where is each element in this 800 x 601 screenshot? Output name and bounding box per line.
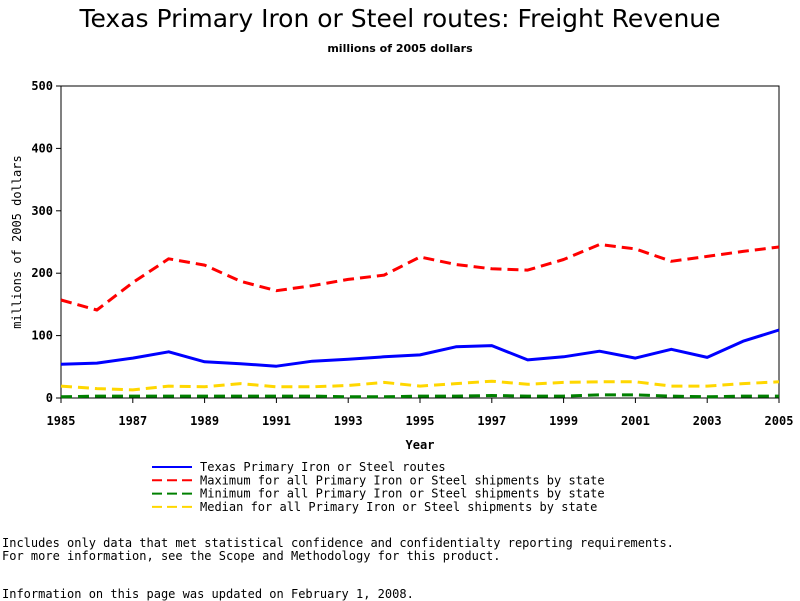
y-tick-label: 500 — [31, 79, 53, 93]
series-line-1 — [60, 243, 780, 312]
updated-note: Information on this page was updated on … — [2, 587, 414, 601]
chart-title: Texas Primary Iron or Steel routes: Frei… — [79, 4, 721, 33]
x-tick-label: 1985 — [47, 414, 76, 428]
legend-label-1: Maximum for all Primary Iron or Steel sh… — [200, 473, 605, 487]
series-line-3 — [60, 379, 780, 392]
x-tick-label: 1993 — [334, 414, 363, 428]
x-tick-label: 1999 — [549, 414, 578, 428]
x-tick-label: 1987 — [118, 414, 147, 428]
x-tick-label: 2005 — [765, 414, 794, 428]
x-tick-label: 1989 — [190, 414, 219, 428]
x-axis-label: Year — [406, 438, 435, 452]
y-tick-label: 200 — [31, 266, 53, 280]
y-tick-label: 0 — [46, 391, 53, 405]
chart-subtitle: millions of 2005 dollars — [327, 42, 473, 55]
y-tick-label: 100 — [31, 329, 53, 343]
y-tick-label: 400 — [31, 141, 53, 155]
y-axis-label: millions of 2005 dollars — [10, 155, 24, 328]
x-tick-label: 2001 — [621, 414, 650, 428]
y-tick-label: 300 — [31, 204, 53, 218]
x-tick-label: 1997 — [477, 414, 506, 428]
x-tick-label: 1995 — [406, 414, 435, 428]
x-tick-label: 2003 — [693, 414, 722, 428]
note-line-2: For more information, see the Scope and … — [2, 549, 501, 563]
legend-label-0: Texas Primary Iron or Steel routes — [200, 460, 446, 474]
series-line-2 — [60, 393, 779, 399]
legend-label-2: Minimum for all Primary Iron or Steel sh… — [200, 487, 605, 501]
legend: Texas Primary Iron or Steel routesMaximu… — [152, 460, 605, 514]
series-line-0 — [60, 328, 780, 368]
legend-label-3: Median for all Primary Iron or Steel shi… — [200, 500, 597, 514]
x-tick-label: 1991 — [262, 414, 291, 428]
note-line-1: Includes only data that met statistical … — [2, 536, 674, 550]
plot-area: 0 100 200 300 400 500 1985 1987 1989 1991 1993 1995… — [31, 79, 793, 428]
